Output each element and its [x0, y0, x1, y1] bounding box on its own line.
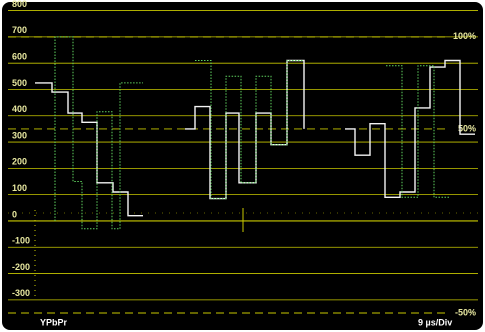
reference-label: 100% — [453, 31, 476, 41]
screen — [2, 2, 483, 330]
reference-label: -50% — [455, 307, 476, 317]
y-tick-label: 800 — [12, 0, 27, 9]
y-tick-label: 600 — [12, 52, 27, 62]
y-tick-label: -100 — [12, 236, 30, 246]
reference-label: 50% — [458, 123, 476, 133]
y-tick-label: -300 — [12, 288, 30, 298]
format-label: YPbPr — [40, 317, 68, 327]
y-tick-label: -200 — [12, 262, 30, 272]
y-tick-label: 100 — [12, 183, 27, 193]
y-tick-label: 300 — [12, 130, 27, 140]
y-tick-label: 0 — [12, 209, 17, 219]
y-tick-label: 500 — [12, 78, 27, 88]
trace — [35, 59, 475, 217]
scale-label: 9 µs/Div — [418, 317, 452, 327]
y-tick-label: 200 — [12, 157, 27, 167]
trace — [54, 36, 449, 230]
y-tick-label: 700 — [12, 25, 27, 35]
y-tick-label: 400 — [12, 104, 27, 114]
